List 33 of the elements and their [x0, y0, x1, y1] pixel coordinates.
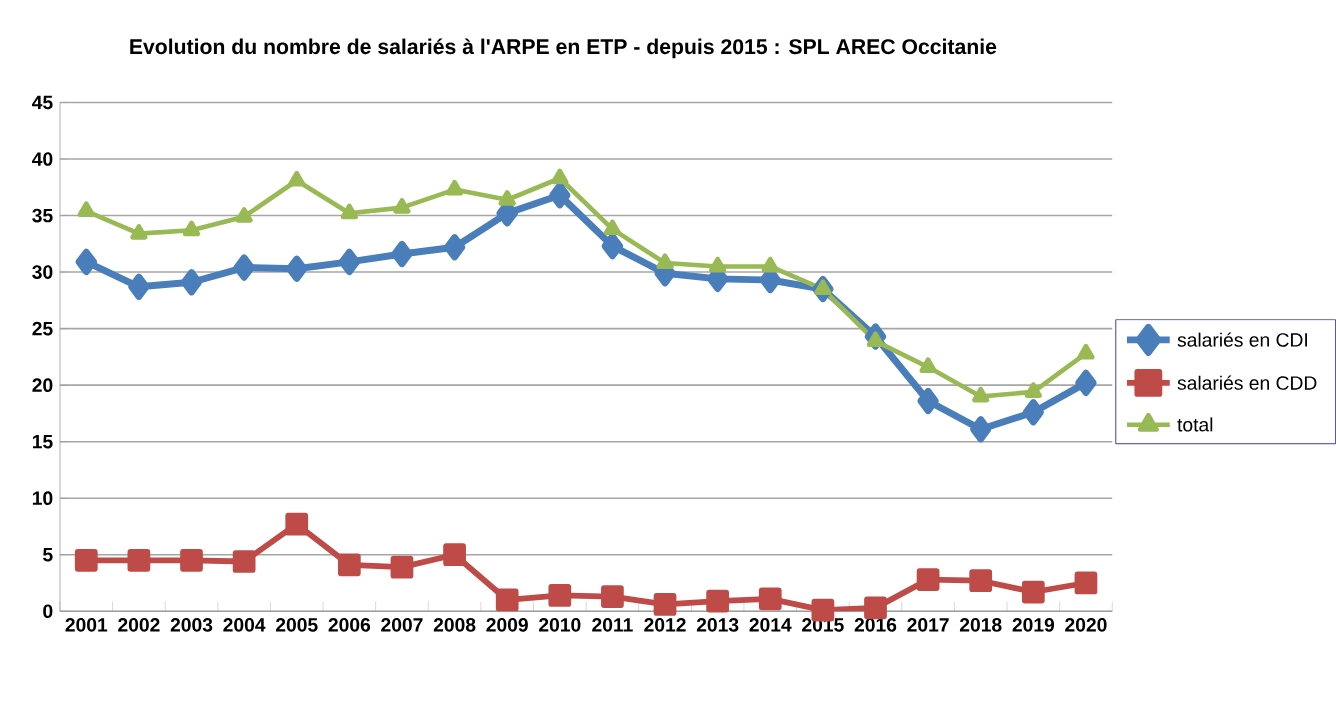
y-tick-label: 45 — [32, 95, 53, 110]
x-tick-label: 2014 — [749, 618, 792, 632]
x-tick-label: 2005 — [275, 618, 318, 632]
legend-label: total — [1177, 417, 1213, 432]
y-tick-label: 30 — [32, 265, 53, 279]
x-tick-label: 2001 — [65, 618, 108, 632]
x-tick-label: 2009 — [486, 618, 528, 632]
x-tick-label: 2019 — [1012, 618, 1055, 632]
x-tick-label: 2010 — [539, 618, 581, 632]
x-tick-label: 2011 — [592, 618, 633, 632]
x-tick-label: 2016 — [854, 618, 897, 632]
legend-label: salariés en CDD — [1177, 375, 1317, 390]
x-tick-label: 2012 — [644, 618, 686, 632]
y-tick-label: 0 — [43, 604, 53, 619]
y-tick-label: 10 — [32, 491, 53, 505]
y-tick-label: 15 — [32, 434, 53, 449]
x-tick-label: 2004 — [223, 618, 266, 632]
y-tick-label: 35 — [32, 208, 53, 223]
legend-label: salariés en CDI — [1177, 332, 1307, 347]
x-tick-label: 2018 — [959, 618, 1002, 632]
chart-title: Evolution du nombre de salariés à l'ARPE en ETP - depuis 2015 : SPL AREC Occitanie — [130, 38, 997, 59]
x-tick-label: 2017 — [907, 618, 949, 632]
x-tick-label: 2002 — [118, 618, 160, 632]
x-tick-label: 2003 — [170, 618, 213, 632]
y-tick-label: 20 — [32, 378, 53, 392]
x-tick-label: 2006 — [328, 618, 371, 632]
x-tick-label: 2007 — [381, 618, 423, 632]
y-tick-label: 5 — [43, 547, 53, 562]
x-tick-label: 2013 — [696, 618, 739, 632]
y-tick-label: 40 — [32, 152, 53, 166]
x-tick-label: 2020 — [1065, 618, 1107, 632]
x-tick-label: 2008 — [433, 618, 476, 632]
y-tick-label: 25 — [32, 321, 53, 336]
